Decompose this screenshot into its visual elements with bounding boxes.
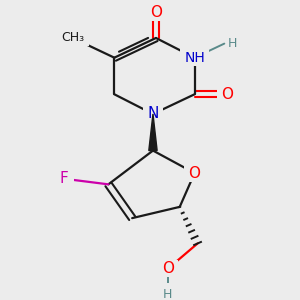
Text: H: H — [163, 288, 172, 300]
Polygon shape — [149, 114, 157, 151]
FancyBboxPatch shape — [217, 86, 238, 103]
Text: O: O — [162, 261, 174, 276]
FancyBboxPatch shape — [56, 29, 89, 46]
FancyBboxPatch shape — [184, 165, 205, 182]
FancyBboxPatch shape — [53, 170, 74, 187]
Text: O: O — [150, 5, 162, 20]
Text: NH: NH — [184, 51, 205, 65]
FancyBboxPatch shape — [142, 106, 164, 122]
FancyBboxPatch shape — [158, 286, 178, 300]
Text: N: N — [147, 106, 159, 122]
Text: O: O — [221, 87, 233, 102]
Text: H: H — [227, 37, 237, 50]
Text: O: O — [189, 166, 201, 181]
FancyBboxPatch shape — [158, 260, 178, 277]
FancyBboxPatch shape — [180, 49, 209, 66]
FancyBboxPatch shape — [144, 4, 168, 21]
Text: CH₃: CH₃ — [61, 32, 84, 44]
Text: F: F — [59, 171, 68, 186]
